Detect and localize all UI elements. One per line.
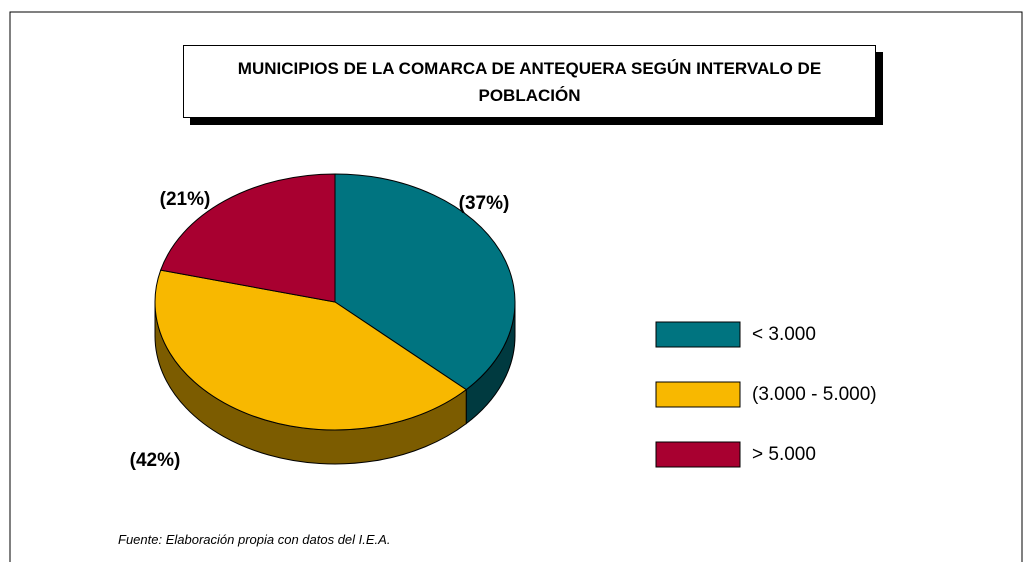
source-note: Fuente: Elaboración propia con datos del… (118, 532, 391, 547)
legend-label: < 3.000 (752, 324, 816, 345)
chart-title: MUNICIPIOS DE LA COMARCA DE ANTEQUERA SE… (183, 45, 876, 118)
frame (9, 11, 1023, 562)
data-label: (37%) (459, 193, 510, 214)
data-label: (21%) (160, 189, 211, 210)
pie-slice (154, 269, 468, 431)
legend-label: > 5.000 (752, 444, 816, 465)
legend-label: (3.000 - 5.000) (752, 384, 877, 405)
legend-swatch (655, 321, 741, 348)
legend-swatch (655, 441, 741, 468)
data-label: (42%) (130, 450, 181, 471)
legend-swatch (655, 381, 741, 408)
pie-slice (159, 173, 336, 303)
pie-slice (334, 173, 516, 391)
